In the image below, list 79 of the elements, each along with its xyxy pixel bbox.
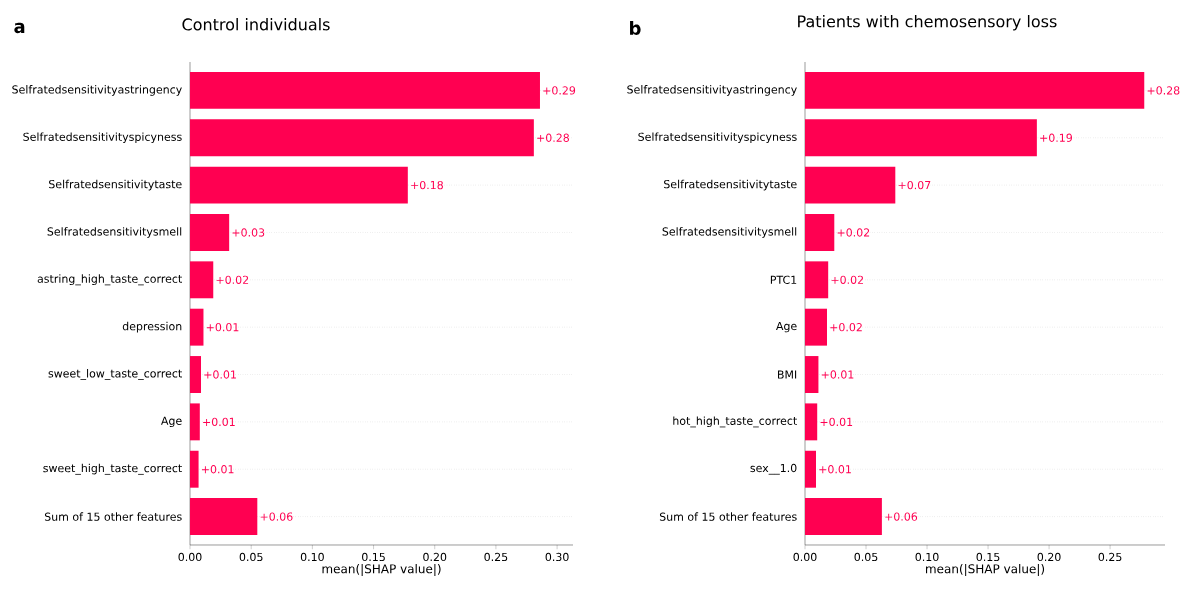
y-tick-label: Selfratedsensitivityspicyness (23, 132, 182, 144)
data-label: +0.01 (820, 417, 853, 427)
y-tick-label: Selfratedsensitivitysmell (662, 227, 797, 238)
x-tick-label: 0.30 (545, 552, 569, 562)
x-tick-label: 0.00 (793, 552, 817, 562)
bar (190, 498, 258, 536)
bar (805, 450, 816, 488)
y-tick-label: Selfratedsensitivitysmell (47, 227, 182, 238)
text: a (14, 22, 25, 34)
y-tick-label: Selfratedsensitivitytaste (49, 179, 182, 191)
data-label: +0.06 (260, 512, 293, 521)
bar (805, 166, 896, 204)
data-label: +0.02 (831, 275, 863, 284)
bar (190, 450, 199, 488)
data-label: +0.02 (837, 228, 870, 237)
y-tick-label: sweet_high_taste_correct (43, 463, 182, 475)
data-label: +0.07 (898, 180, 931, 190)
bar (805, 71, 1145, 109)
data-label: +0.01 (203, 417, 235, 427)
x-tick-label: 0.25 (484, 552, 508, 562)
x-axis-title: mean(|SHAP value|) (322, 563, 441, 576)
data-label: +0.01 (821, 370, 854, 379)
x-tick-label: 0.25 (1098, 552, 1122, 562)
x-tick-label: 0.10 (300, 552, 324, 562)
x-tick-label: 0.05 (854, 552, 878, 562)
bar (190, 308, 204, 346)
bar (190, 214, 230, 251)
y-tick-label: Age (161, 416, 182, 428)
y-tick-label: Sum of 15 other features (44, 512, 182, 521)
data-label: +0.19 (1040, 133, 1072, 142)
bar (805, 261, 829, 299)
x-tick-label: 0.15 (976, 552, 1000, 562)
data-label: +0.29 (543, 86, 576, 95)
bar (190, 119, 534, 157)
y-tick-label: Selfratedsensitivityastringency (627, 85, 797, 96)
bar (190, 356, 202, 393)
y-tick-label: hot_high_taste_correct (673, 416, 797, 428)
bar (190, 166, 408, 204)
y-tick-label: BMI (778, 370, 797, 379)
x-axis-title: mean(|SHAP value|) (926, 563, 1045, 576)
bar (805, 214, 835, 251)
x-tick-label: 0.20 (1037, 552, 1061, 562)
data-label: +0.03 (232, 228, 265, 237)
y-tick-label: Selfratedsensitivityastringency (12, 85, 182, 96)
bar (190, 261, 214, 299)
x-tick-label: 0.10 (915, 552, 939, 562)
data-label: +0.28 (537, 133, 569, 142)
bar (805, 498, 882, 536)
data-label: +0.06 (885, 512, 918, 521)
data-label: +0.02 (216, 275, 249, 284)
x-tick-label: 0.20 (423, 552, 447, 562)
bar (805, 403, 818, 441)
bar (805, 119, 1037, 157)
data-label: +0.02 (830, 323, 862, 332)
chart-title: Patients with chemosensory loss (798, 14, 1057, 31)
y-tick-label: depression (122, 321, 182, 333)
y-tick-label: PTC1 (770, 275, 797, 284)
data-label: +0.01 (819, 465, 851, 474)
y-tick-label: Age (776, 322, 797, 333)
x-tick-label: 0.15 (362, 552, 385, 562)
y-tick-label: Selfratedsensitivitytaste (664, 179, 797, 191)
bar (805, 308, 827, 346)
x-tick-label: 0.00 (178, 552, 202, 562)
chart-title: Control individuals (182, 18, 330, 31)
data-label: +0.01 (201, 465, 234, 474)
bar (190, 71, 540, 109)
data-label: +0.18 (411, 180, 443, 190)
y-tick-label: astring_high_taste_correct (37, 274, 182, 286)
y-tick-label: sweet_low_taste_correct (48, 369, 182, 380)
data-label: +0.28 (1147, 86, 1180, 95)
text: b (630, 21, 641, 35)
y-tick-label: sex__1.0 (750, 463, 797, 475)
bar (805, 356, 819, 393)
y-tick-label: Sum of 15 other features (659, 512, 797, 521)
bar (190, 403, 200, 441)
y-tick-label: Selfratedsensitivityspicyness (638, 132, 797, 144)
data-label: +0.01 (204, 370, 236, 379)
x-tick-label: 0.05 (239, 552, 263, 562)
data-label: +0.01 (206, 323, 239, 332)
